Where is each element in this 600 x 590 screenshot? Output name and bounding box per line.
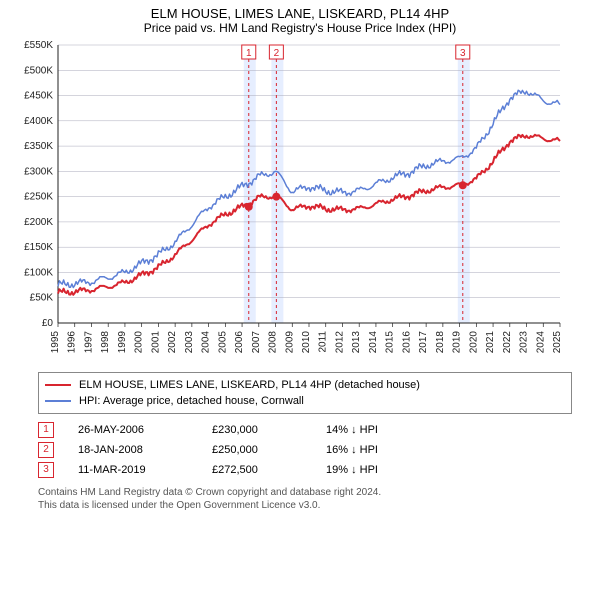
chart-svg: £0 £50K £100K £150K £200K £250K £300K £350K £400… (10, 39, 570, 359)
footer-line2: This data is licensed under the Open Gov… (38, 499, 590, 512)
svg-text:£250K: £250K (24, 192, 53, 203)
svg-text:£350K: £350K (24, 141, 53, 152)
event-row: 1 26-MAY-2006 £230,000 14% ↓ HPI (38, 420, 590, 440)
svg-text:1: 1 (246, 48, 252, 59)
svg-text:£100K: £100K (24, 267, 53, 278)
legend-swatch (45, 384, 71, 386)
svg-text:2008: 2008 (268, 331, 279, 354)
footer-line1: Contains HM Land Registry data © Crown c… (38, 486, 590, 499)
svg-text:1996: 1996 (67, 331, 78, 354)
event-date: 18-JAN-2008 (78, 440, 188, 460)
event-date: 11-MAR-2019 (78, 460, 188, 480)
svg-text:1998: 1998 (100, 331, 111, 354)
chart-subtitle: Price paid vs. HM Land Registry's House … (0, 21, 600, 39)
svg-text:2012: 2012 (334, 331, 345, 354)
svg-text:£300K: £300K (24, 166, 53, 177)
event-row: 3 11-MAR-2019 £272,500 19% ↓ HPI (38, 460, 590, 480)
svg-text:2016: 2016 (401, 331, 412, 354)
svg-text:2011: 2011 (318, 331, 329, 353)
legend-swatch (45, 400, 71, 402)
svg-text:2020: 2020 (468, 331, 479, 354)
event-price: £272,500 (212, 460, 302, 480)
svg-text:2019: 2019 (452, 331, 463, 354)
svg-text:2004: 2004 (201, 331, 212, 354)
svg-text:2007: 2007 (251, 331, 262, 354)
svg-text:2001: 2001 (150, 331, 161, 354)
svg-text:2003: 2003 (184, 331, 195, 354)
svg-text:2025: 2025 (552, 331, 563, 354)
svg-text:£450K: £450K (24, 91, 53, 102)
svg-text:2021: 2021 (485, 331, 496, 354)
legend-box: ELM HOUSE, LIMES LANE, LISKEARD, PL14 4H… (38, 372, 572, 414)
svg-text:2014: 2014 (368, 331, 379, 354)
svg-text:2: 2 (274, 48, 280, 59)
svg-text:£200K: £200K (24, 217, 53, 228)
svg-text:£500K: £500K (24, 65, 53, 76)
svg-text:2009: 2009 (284, 331, 295, 354)
event-number: 3 (38, 462, 54, 478)
svg-text:2010: 2010 (301, 331, 312, 354)
chart-area: £0 £50K £100K £150K £200K £250K £300K £350K £400… (10, 39, 590, 364)
event-date: 26-MAY-2006 (78, 420, 188, 440)
legend-row: HPI: Average price, detached house, Corn… (45, 393, 565, 409)
event-price: £250,000 (212, 440, 302, 460)
event-diff: 16% ↓ HPI (326, 440, 378, 460)
event-price: £230,000 (212, 420, 302, 440)
svg-text:2005: 2005 (217, 331, 228, 354)
svg-text:1995: 1995 (50, 331, 61, 354)
svg-text:2006: 2006 (234, 331, 245, 354)
svg-text:2024: 2024 (535, 331, 546, 354)
chart-title: ELM HOUSE, LIMES LANE, LISKEARD, PL14 4H… (0, 0, 600, 21)
svg-text:1997: 1997 (83, 331, 94, 354)
svg-text:2022: 2022 (502, 331, 513, 354)
event-number: 1 (38, 422, 54, 438)
svg-text:2015: 2015 (385, 331, 396, 354)
svg-text:2013: 2013 (351, 331, 362, 354)
event-diff: 19% ↓ HPI (326, 460, 378, 480)
svg-text:£50K: £50K (30, 293, 54, 304)
svg-text:1999: 1999 (117, 331, 128, 354)
legend-row: ELM HOUSE, LIMES LANE, LISKEARD, PL14 4H… (45, 377, 565, 393)
svg-text:2017: 2017 (418, 331, 429, 354)
event-number: 2 (38, 442, 54, 458)
event-diff: 14% ↓ HPI (326, 420, 378, 440)
svg-text:2000: 2000 (134, 331, 145, 354)
svg-text:£550K: £550K (24, 40, 53, 51)
svg-text:2023: 2023 (519, 331, 530, 354)
svg-text:£400K: £400K (24, 116, 53, 127)
svg-text:2018: 2018 (435, 331, 446, 354)
svg-text:2002: 2002 (167, 331, 178, 354)
chart-container: ELM HOUSE, LIMES LANE, LISKEARD, PL14 4H… (0, 0, 600, 512)
svg-text:3: 3 (460, 48, 466, 59)
svg-text:£0: £0 (42, 318, 54, 329)
event-row: 2 18-JAN-2008 £250,000 16% ↓ HPI (38, 440, 590, 460)
legend-label: ELM HOUSE, LIMES LANE, LISKEARD, PL14 4H… (79, 377, 420, 393)
footer: Contains HM Land Registry data © Crown c… (38, 486, 590, 512)
legend-label: HPI: Average price, detached house, Corn… (79, 393, 304, 409)
events-table: 1 26-MAY-2006 £230,000 14% ↓ HPI 2 18-JAN-200… (38, 420, 590, 480)
svg-text:£150K: £150K (24, 242, 53, 253)
